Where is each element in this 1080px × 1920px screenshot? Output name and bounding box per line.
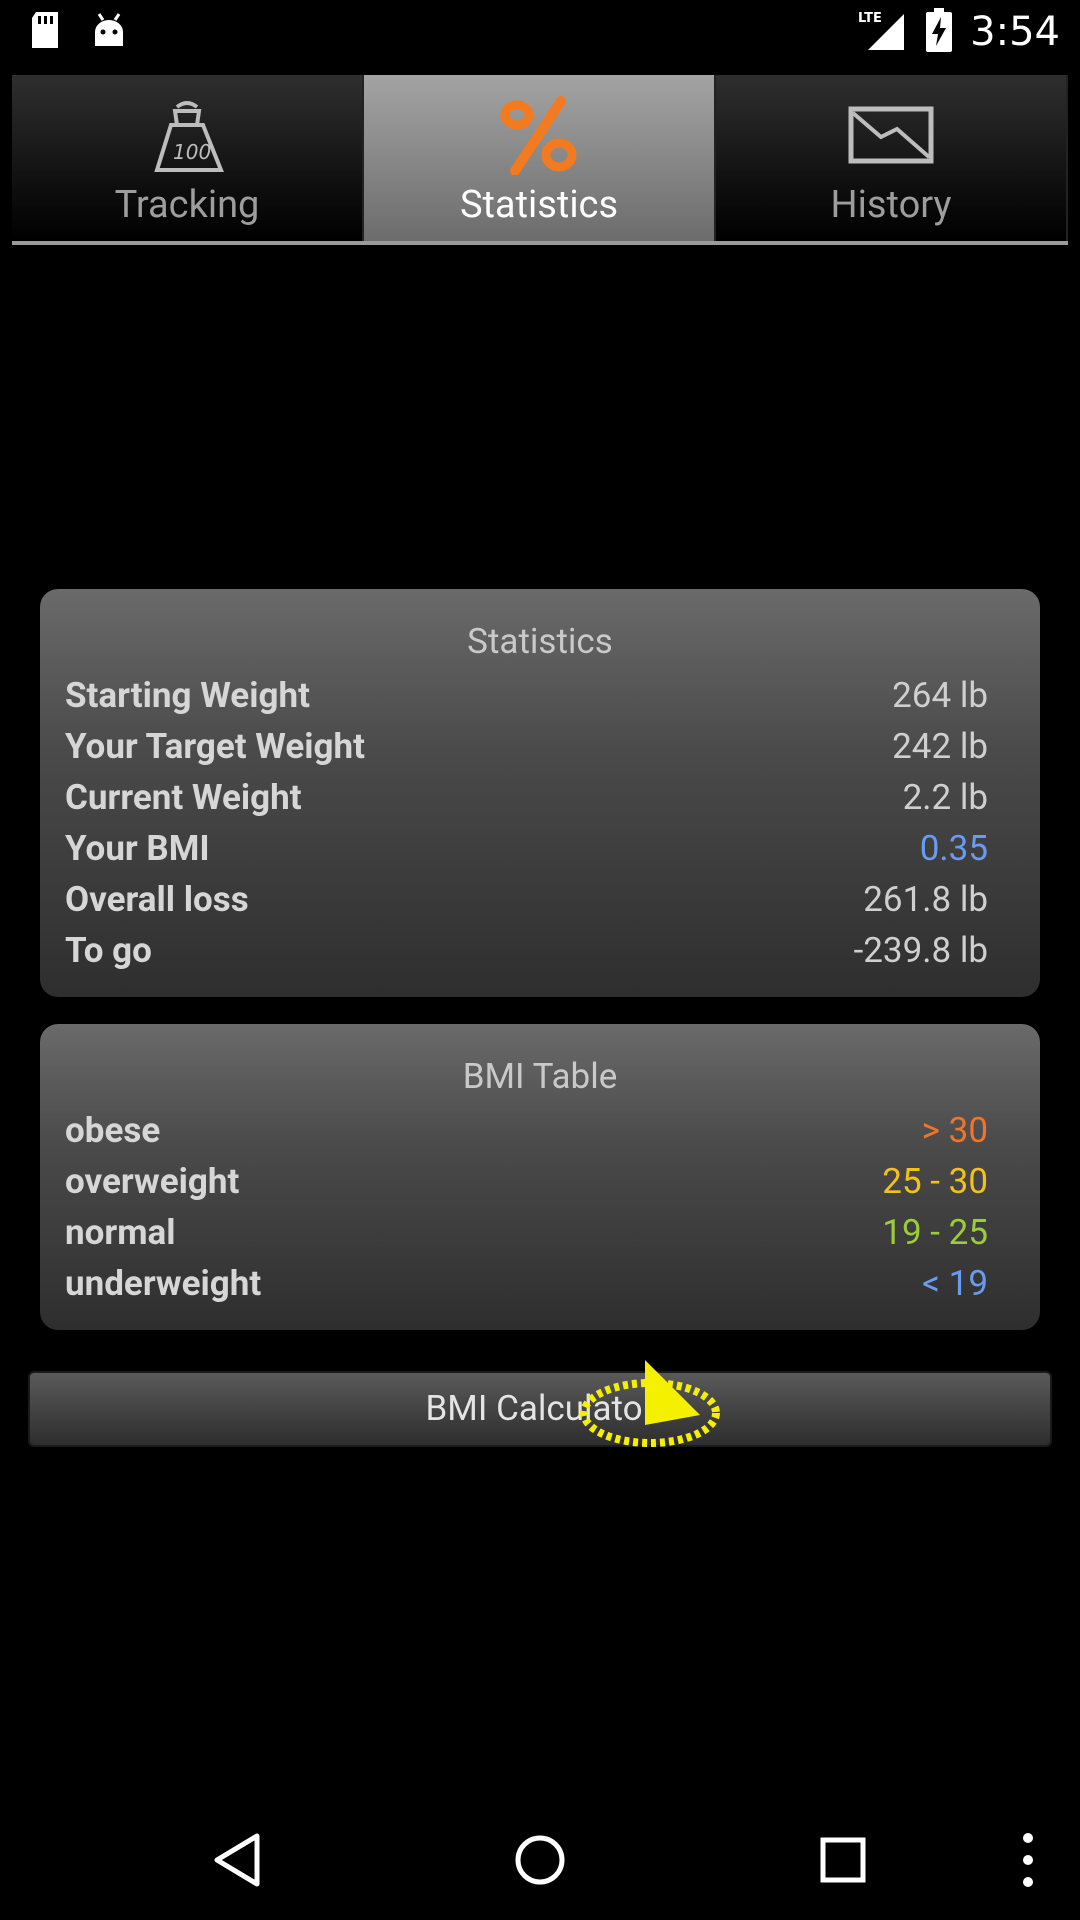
tab-history-label: History (830, 183, 952, 227)
stat-row-current-weight: Current Weight 2.2 lb (65, 772, 988, 823)
bmi-table-panel: BMI Table obese > 30 overweight 25 - 30 … (40, 1024, 1040, 1330)
stat-label: Your Target Weight (65, 726, 365, 767)
stat-row-to-go: To go -239.8 lb (65, 925, 988, 976)
stat-value: 264 lb (892, 675, 988, 716)
stat-label: Starting Weight (65, 675, 310, 716)
tab-tracking-label: Tracking (114, 183, 260, 227)
nav-bar (0, 1800, 1080, 1920)
bmi-label: underweight (65, 1263, 262, 1304)
bmi-row-overweight: overweight 25 - 30 (65, 1156, 988, 1207)
bmi-row-obese: obese > 30 (65, 1105, 988, 1156)
bmi-range: < 19 (922, 1263, 988, 1304)
statistics-title: Statistics (467, 621, 613, 662)
status-bar: LTE 3:54 (0, 0, 1080, 62)
recents-icon[interactable] (808, 1830, 878, 1890)
stat-value: 261.8 lb (863, 879, 988, 920)
bmi-calculator-button[interactable]: BMI Calculator (28, 1371, 1052, 1447)
percent-icon (489, 95, 589, 176)
stat-label: Overall loss (65, 879, 249, 920)
home-icon[interactable] (505, 1830, 575, 1890)
tab-history[interactable]: History (716, 75, 1068, 241)
android-icon (92, 10, 126, 54)
stat-row-overall-loss: Overall loss 261.8 lb (65, 874, 988, 925)
status-time: 3:54 (970, 9, 1060, 55)
stat-row-target-weight: Your Target Weight 242 lb (65, 721, 988, 772)
bmi-range: 19 - 25 (882, 1212, 988, 1253)
bmi-row-underweight: underweight < 19 (65, 1258, 988, 1309)
stat-label: To go (65, 930, 152, 971)
stat-value: -239.8 lb (853, 930, 988, 971)
stat-row-bmi: Your BMI 0.35 (65, 823, 988, 874)
chart-history-icon (841, 95, 941, 175)
tab-bar: 100 Tracking Statistics History (12, 75, 1068, 245)
tab-statistics-label: Statistics (459, 183, 619, 227)
tab-statistics[interactable]: Statistics (364, 75, 716, 241)
back-icon[interactable] (205, 1830, 275, 1890)
stat-label: Your BMI (65, 828, 210, 869)
stat-value: 0.35 (919, 828, 988, 869)
svg-text:LTE: LTE (858, 11, 882, 26)
stat-row-starting-weight: Starting Weight 264 lb (65, 670, 988, 721)
overflow-menu-icon[interactable] (1010, 1830, 1050, 1890)
bmi-label: obese (65, 1110, 161, 1151)
stat-value: 242 lb (892, 726, 988, 767)
bmi-table-title: BMI Table (462, 1056, 618, 1097)
bmi-range: 25 - 30 (882, 1161, 988, 1202)
lte-signal-icon: LTE (858, 8, 908, 56)
battery-charging-icon (926, 8, 953, 56)
bmi-label: normal (65, 1212, 176, 1253)
bmi-range: > 30 (921, 1110, 988, 1151)
bmi-label: overweight (65, 1161, 240, 1202)
stat-label: Current Weight (65, 777, 302, 818)
tab-tracking[interactable]: 100 Tracking (12, 75, 364, 241)
scale-weight-icon: 100 (137, 95, 237, 175)
statistics-panel: Statistics Starting Weight 264 lb Your T… (40, 589, 1040, 997)
bmi-row-normal: normal 19 - 25 (65, 1207, 988, 1258)
svg-text:100: 100 (173, 140, 211, 164)
sd-card-icon (28, 10, 62, 54)
stat-value: 2.2 lb (902, 777, 988, 818)
